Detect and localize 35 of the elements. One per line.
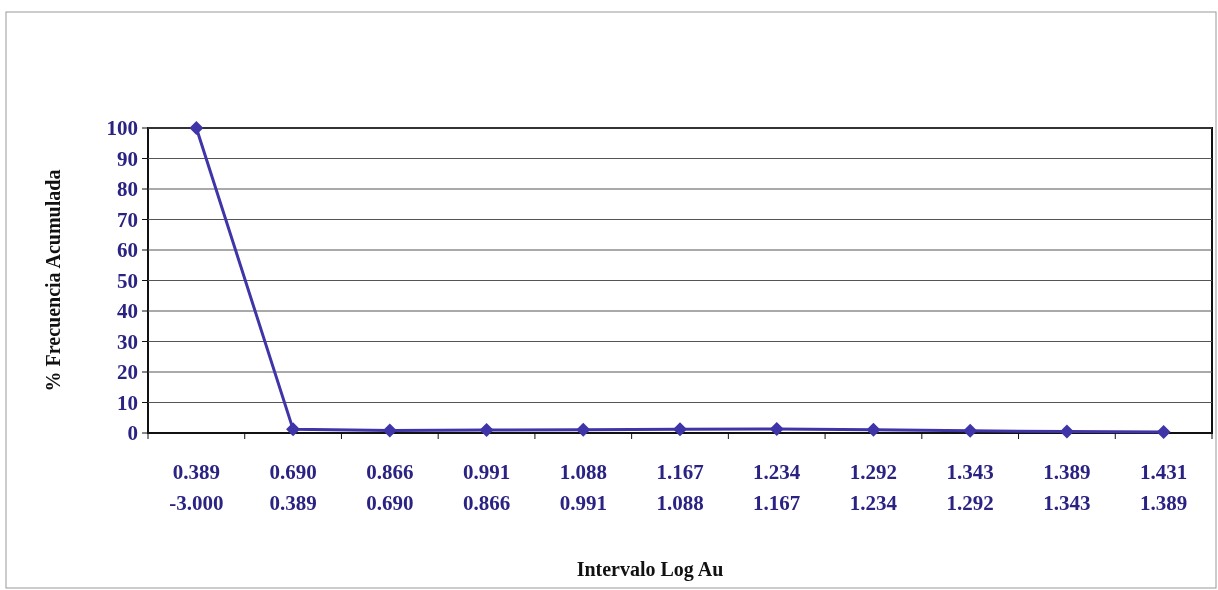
y-tick-label: 40 — [117, 299, 138, 324]
point — [866, 422, 881, 437]
x-tick-label: 1.088 0.991 — [559, 460, 607, 515]
y-tick-label: 20 — [117, 360, 138, 385]
x-tick-label: 1.167 1.088 — [656, 460, 704, 515]
point — [673, 422, 687, 437]
point — [963, 423, 978, 438]
x-tick-label: 0.991 0.866 — [462, 460, 511, 515]
x-tick-label: 1.343 1.292 — [946, 460, 994, 515]
x-axis-title: Intervalo Log Au — [576, 558, 724, 581]
point — [479, 422, 494, 437]
y-axis-title: % Frecuencia Acumulada — [42, 169, 64, 392]
point — [382, 423, 397, 438]
x-tick-label: 0.866 0.690 — [366, 460, 414, 515]
point — [1156, 425, 1171, 440]
x-tick-label: 1.292 1.234 — [849, 460, 898, 515]
y-tick-label: 80 — [117, 177, 138, 202]
point — [769, 422, 784, 437]
y-tick-label: 70 — [117, 207, 138, 232]
point — [189, 121, 204, 135]
point — [286, 422, 301, 437]
y-tick-label: 0 — [127, 421, 138, 446]
y-tick-label: 90 — [117, 146, 138, 171]
point — [576, 422, 591, 437]
x-tick-label: 1.389 1.343 — [1043, 460, 1091, 515]
y-tick-label: 10 — [117, 390, 138, 415]
point — [1059, 424, 1074, 439]
y-tick-label: 60 — [117, 238, 138, 263]
x-tick-label: 0.690 0.389 — [269, 460, 317, 515]
x-tick-label: 1.234 1.167 — [753, 460, 801, 515]
y-tick-label: 50 — [117, 268, 138, 293]
x-tick-label: 0.389 -3.000 — [169, 460, 224, 515]
y-tick-label: 30 — [117, 329, 138, 354]
y-tick-label: 100 — [106, 116, 138, 141]
x-tick-label: 1.431 1.389 — [1140, 460, 1188, 515]
